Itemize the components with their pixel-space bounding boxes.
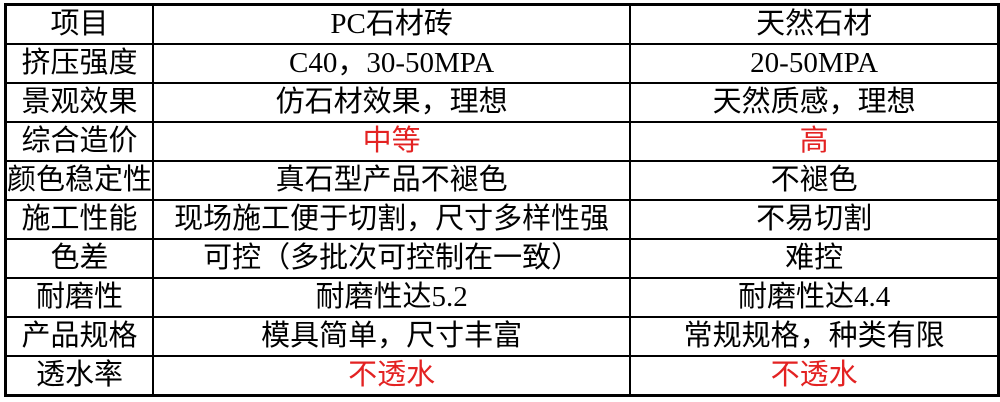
natural-value-cell: 天然质感，理想 <box>629 82 1000 123</box>
row-label: 挤压强度 <box>4 43 155 84</box>
pc-value-cell: 中等 <box>152 121 632 162</box>
table-row: 综合造价 中等 高 <box>4 121 1000 162</box>
row-label: 施工性能 <box>4 199 155 240</box>
row-label: 颜色稳定性 <box>4 160 155 201</box>
row-label: 耐磨性 <box>4 277 155 318</box>
table-row: 施工性能 现场施工便于切割，尺寸多样性强 不易切割 <box>4 199 1000 240</box>
row-label: 项目 <box>4 3 155 45</box>
natural-value-cell: 20-50MPA <box>629 43 1000 84</box>
table-row: 颜色稳定性 真石型产品不褪色 不褪色 <box>4 160 1000 201</box>
pc-value-cell: 耐磨性达5.2 <box>152 277 632 318</box>
natural-value-cell: 耐磨性达4.4 <box>629 277 1000 318</box>
table-row: 景观效果 仿石材效果，理想 天然质感，理想 <box>4 82 1000 123</box>
row-label: 透水率 <box>4 355 155 397</box>
pc-value-cell: 现场施工便于切割，尺寸多样性强 <box>152 199 632 240</box>
table-row: 耐磨性 耐磨性达5.2 耐磨性达4.4 <box>4 277 1000 318</box>
natural-value-cell: 常规规格，种类有限 <box>629 316 1000 357</box>
pc-value-cell: 可控（多批次可控制在一致） <box>152 238 632 279</box>
pc-value-cell: 模具简单，尺寸丰富 <box>152 316 632 357</box>
table-row: 产品规格 模具简单，尺寸丰富 常规规格，种类有限 <box>4 316 1000 357</box>
row-label: 综合造价 <box>4 121 155 162</box>
pc-header-cell: PC石材砖 <box>152 3 632 45</box>
comparison-table: 项目 PC石材砖 天然石材 挤压强度 C40，30-50MPA 20-50MPA… <box>4 3 1000 397</box>
table-row: 挤压强度 C40，30-50MPA 20-50MPA <box>4 43 1000 84</box>
natural-value-cell: 不褪色 <box>629 160 1000 201</box>
table-row: 色差 可控（多批次可控制在一致） 难控 <box>4 238 1000 279</box>
natural-value-cell: 不透水 <box>629 355 1000 397</box>
table-row: 透水率 不透水 不透水 <box>4 355 1000 397</box>
row-label: 产品规格 <box>4 316 155 357</box>
pc-value-cell: 不透水 <box>152 355 632 397</box>
natural-value-cell: 难控 <box>629 238 1000 279</box>
row-label: 景观效果 <box>4 82 155 123</box>
natural-value-cell: 不易切割 <box>629 199 1000 240</box>
table-row-header: 项目 PC石材砖 天然石材 <box>4 3 1000 45</box>
pc-value-cell: 真石型产品不褪色 <box>152 160 632 201</box>
natural-header-cell: 天然石材 <box>629 3 1000 45</box>
natural-value-cell: 高 <box>629 121 1000 162</box>
pc-value-cell: 仿石材效果，理想 <box>152 82 632 123</box>
pc-value-cell: C40，30-50MPA <box>152 43 632 84</box>
row-label: 色差 <box>4 238 155 279</box>
